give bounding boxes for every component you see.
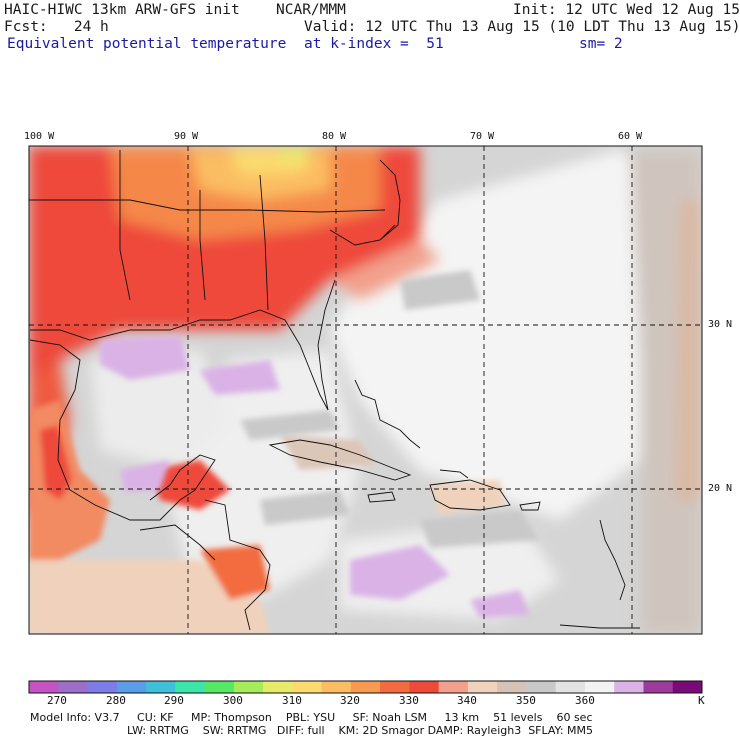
model-title: HAIC-HIWC 13km ARW-GFS init <box>4 2 240 18</box>
org-label: NCAR/MMM <box>276 2 346 18</box>
colorbar-label-330: 330 <box>399 694 419 707</box>
lat-label-30n: 30 N <box>708 319 733 330</box>
colorbar-label-280: 280 <box>106 694 126 707</box>
colorbar-swatch <box>526 681 557 693</box>
colorbar-label-300: 300 <box>223 694 243 707</box>
colorbar-swatch <box>87 681 118 693</box>
colorbar-swatch <box>29 681 59 693</box>
colorbar-swatch <box>350 681 381 693</box>
colorbar-swatch <box>175 681 205 693</box>
colorbar-swatch <box>58 681 88 693</box>
colorbar-swatch <box>380 681 410 693</box>
colorbar <box>28 680 703 694</box>
lon-label-60w: 60 W <box>618 131 643 142</box>
colorbar-unit: K <box>698 694 705 707</box>
colorbar-swatch <box>233 681 264 693</box>
level-label: at k-index = 51 <box>304 36 444 52</box>
field-name: Equivalent potential temperature <box>7 36 287 52</box>
lon-label-80w: 80 W <box>322 131 347 142</box>
map-frame <box>28 145 703 635</box>
colorbar-label-340: 340 <box>457 694 477 707</box>
init-time: Init: 12 UTC Wed 12 Aug 15 <box>513 2 740 18</box>
colorbar-swatch <box>497 681 527 693</box>
colorbar-label-270: 270 <box>47 694 67 707</box>
valid-time: Valid: 12 UTC Thu 13 Aug 15 (10 LDT Thu … <box>304 19 740 35</box>
colorbar-label-360: 360 <box>575 694 595 707</box>
forecast-hour: Fcst: 24 h <box>4 19 109 35</box>
colorbar-swatch <box>467 681 498 693</box>
colorbar-frame <box>28 680 703 694</box>
colorbar-label-310: 310 <box>282 694 302 707</box>
lon-label-100w: 100 W <box>24 131 55 142</box>
colorbar-swatch <box>438 681 469 693</box>
colorbar-label-320: 320 <box>340 694 360 707</box>
equivalent-potential-temperature-field <box>29 146 702 634</box>
lat-label-20n: 20 N <box>708 483 733 494</box>
lon-label-90w: 90 W <box>174 131 199 142</box>
colorbar-swatch <box>292 681 323 693</box>
colorbar-swatch <box>321 681 352 693</box>
colorbar-swatch <box>614 681 644 693</box>
colorbar-swatch <box>643 681 674 693</box>
colorbar-swatch <box>672 681 703 693</box>
model-info-line2: LW: RRTMG SW: RRTMG DIFF: full KM: 2D Sm… <box>127 724 593 737</box>
colorbar-swatch <box>263 681 293 693</box>
colorbar-swatch <box>146 681 176 693</box>
coastlines <box>29 150 640 631</box>
model-info-line1: Model Info: V3.7 CU: KF MP: Thompson PBL… <box>30 711 593 724</box>
colorbar-label-350: 350 <box>516 694 536 707</box>
lon-label-70w: 70 W <box>470 131 495 142</box>
colorbar-swatch <box>584 681 615 693</box>
colorbar-swatch <box>555 681 586 693</box>
lat-lon-grid <box>29 146 702 634</box>
smoothing-label: sm= 2 <box>579 36 623 52</box>
colorbar-swatch <box>409 681 440 693</box>
colorbar-swatch <box>204 681 235 693</box>
colorbar-label-290: 290 <box>164 694 184 707</box>
colorbar-swatch <box>116 681 147 693</box>
